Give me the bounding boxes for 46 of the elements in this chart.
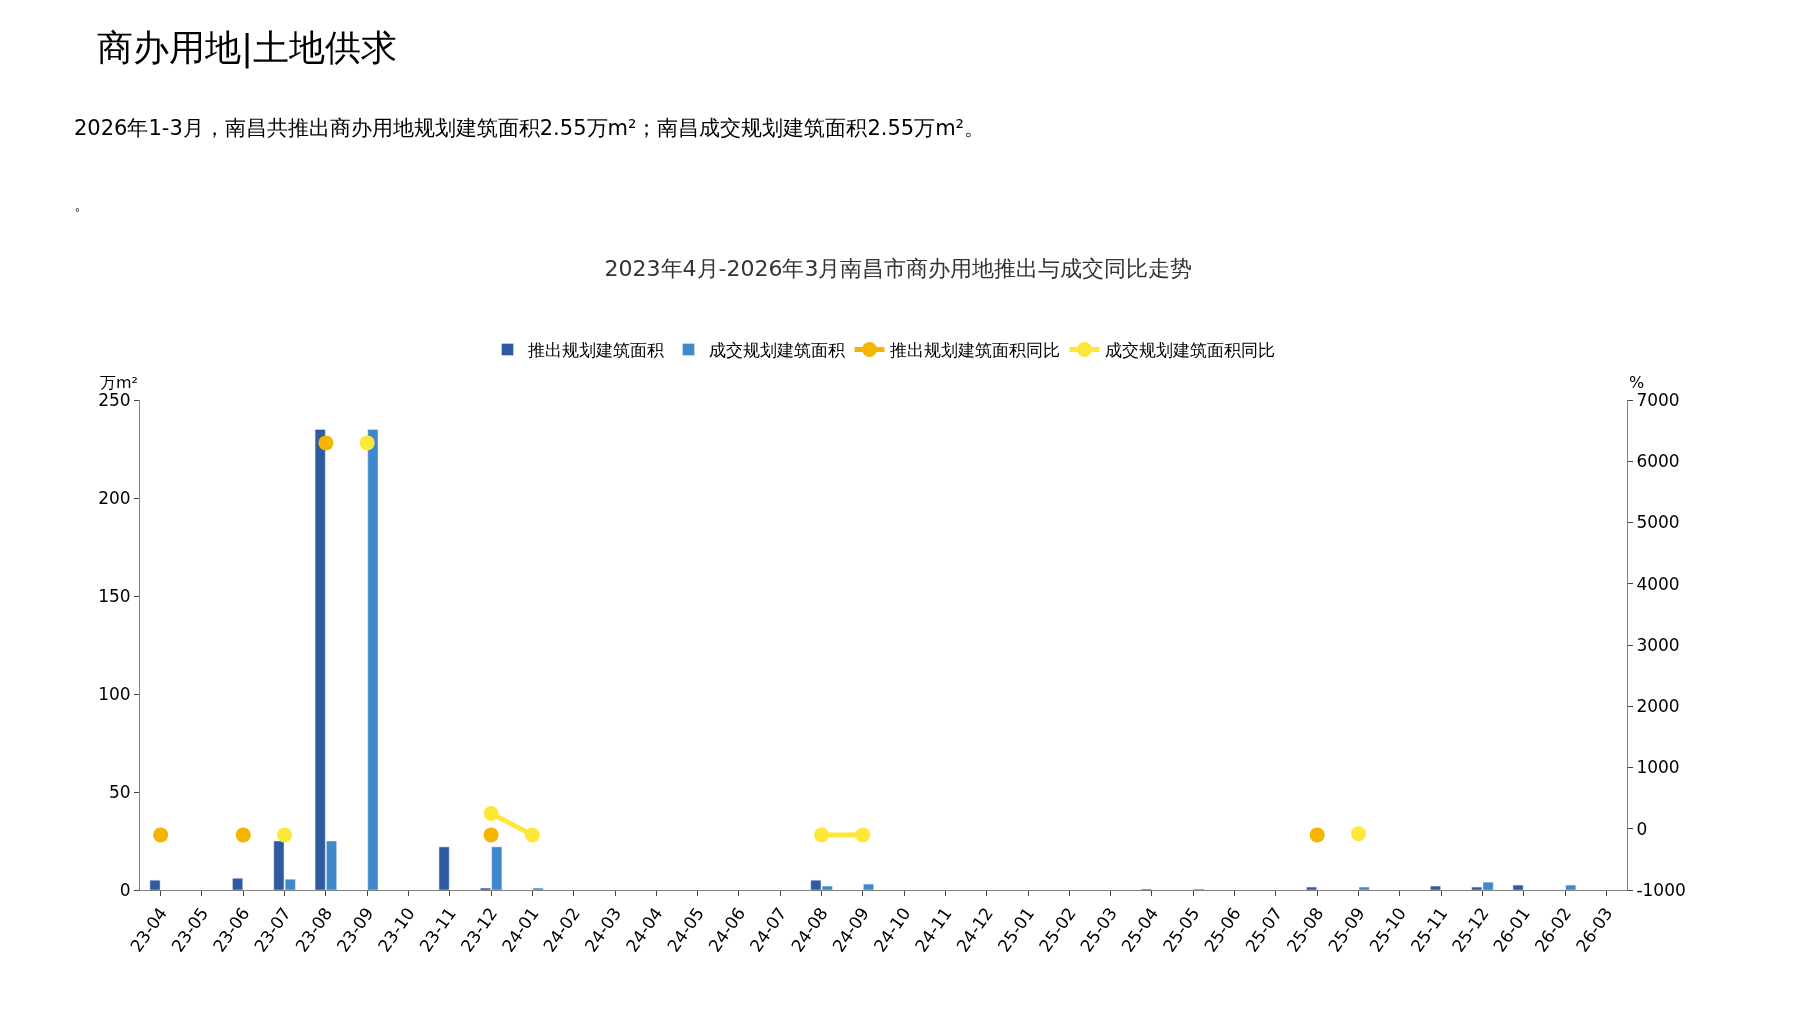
legend-label: 成交规划建筑面积同比 (1104, 340, 1275, 361)
y2-tick-label: 7000 (1636, 389, 1680, 410)
y2-tick-label: 2000 (1636, 696, 1680, 717)
y-tick-label: 150 (98, 585, 131, 606)
bar (232, 877, 243, 890)
bar (438, 846, 450, 890)
y-tick-label: 200 (98, 487, 131, 508)
text: 2026年1-3月，南昌共推出商办用地规划建筑面积2.55万m²；南昌成交规划建筑面积2.55万m²。 (74, 116, 986, 140)
text: 商办用地|土地供求 (97, 27, 398, 69)
y-axis-title: 万m² (100, 373, 138, 392)
point (318, 435, 334, 451)
point (1309, 827, 1325, 843)
legend-label: 成交规划建筑面积 (708, 340, 845, 361)
legend-label: 推出规划建筑面积 (527, 340, 664, 361)
point (855, 827, 871, 843)
bar (1358, 886, 1370, 890)
bar (1430, 885, 1441, 890)
y-tick-label: 0 (119, 879, 131, 900)
point (153, 827, 169, 843)
y2-tick-label: 6000 (1636, 451, 1680, 472)
y2-tick-label: 0 (1636, 818, 1648, 839)
y-tick-label: 100 (98, 683, 131, 704)
text: 。 (74, 195, 90, 214)
legend-label: 推出规划建筑面积同比 (889, 340, 1060, 361)
bar (1512, 884, 1524, 890)
point (814, 827, 830, 843)
y2-tick-label: -1000 (1636, 879, 1686, 900)
bar (149, 879, 161, 890)
point (277, 827, 293, 843)
bar (1565, 884, 1577, 890)
y-tick-label: 50 (108, 781, 131, 802)
y2-tick-label: 1000 (1636, 757, 1680, 778)
point (524, 827, 540, 843)
y2-tick-label: 3000 (1636, 634, 1680, 655)
point (483, 827, 499, 843)
point (235, 827, 251, 843)
point (483, 805, 499, 821)
bar (367, 429, 379, 890)
chart-title: 2023年4月-2026年3月南昌市商办用地推出与成交同比走势 (604, 255, 1193, 281)
y2-axis-title: % (1629, 373, 1645, 392)
point (359, 435, 375, 451)
bar (1306, 886, 1317, 890)
y2-tick-label: 4000 (1636, 573, 1680, 594)
bar (863, 883, 874, 890)
point (1351, 826, 1367, 842)
y2-tick-label: 5000 (1636, 512, 1680, 533)
